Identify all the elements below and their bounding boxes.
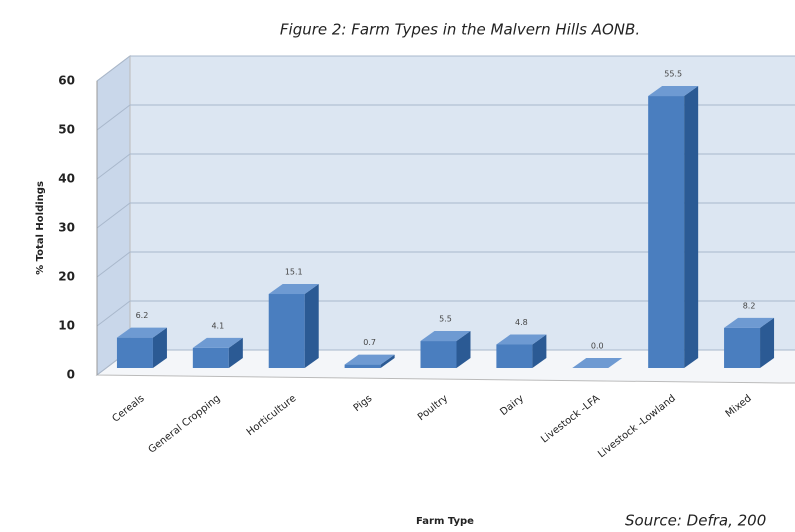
bar-side [532,334,547,368]
bar-front [192,347,229,368]
bar [648,86,699,369]
value-label: 55.5 [664,70,682,79]
bar-front [420,341,457,368]
x-tick-label: Poultry [416,393,450,423]
x-tick-label: Livestock -LFA [539,393,602,445]
grid-line [96,104,795,131]
bar-top [344,354,395,365]
x-tick-label: Mixed [724,393,754,420]
value-label: 4.8 [515,318,528,327]
bar-side [304,284,319,368]
x-tick-label: Pigs [352,393,375,414]
bar-top [572,358,623,368]
bar [420,331,471,368]
bar [724,317,775,368]
bar-front [116,337,153,368]
grid-line [96,251,795,278]
bar-top [268,284,319,295]
x-tick-label: General Cropping [147,393,223,456]
y-tick-label: 50 [58,123,75,137]
value-label: 0.0 [591,342,604,351]
y-tick-label: 20 [58,270,75,284]
bar-side [456,331,471,368]
value-label: 6.2 [136,311,149,320]
bar-top [192,337,243,348]
grid-line [96,153,795,180]
bar-top [496,334,547,345]
source-note: Source: Defra, 200 [625,512,766,530]
bar [496,334,547,368]
bar [268,284,319,368]
bar-front [496,344,533,368]
bar [344,354,395,368]
bar-front [344,364,381,368]
bar-side [380,354,395,368]
y-tick-label: 60 [58,74,75,88]
y-tick-label: 0 [67,368,75,382]
x-tick-label: Cereals [110,393,146,425]
bar [116,327,167,368]
bar-top [116,327,167,338]
bar-front [648,96,685,369]
bar-top [648,86,699,97]
grid-line [96,300,795,327]
bar-top [420,331,471,342]
value-label: 4.1 [211,321,224,330]
grid-line [96,202,795,229]
bar-side [760,317,775,368]
bar [572,358,623,368]
bar-front [724,327,761,368]
y-axis-label: % Total Holdings [35,181,46,275]
grid-line [96,55,795,82]
value-label: 0.7 [363,338,376,347]
value-label: 15.1 [285,268,303,277]
bar-side [684,86,699,369]
x-tick-label: Horticulture [245,393,299,438]
x-axis-label: Farm Type [416,516,474,527]
bar-front [268,294,305,368]
bar-side [152,327,167,368]
y-tick-label: 30 [58,221,75,235]
bar [192,337,243,368]
bar-side [228,337,243,368]
bar-top [724,317,775,328]
value-label: 5.5 [439,315,452,324]
chart-title: Figure 2: Farm Types in the Malvern Hill… [280,21,640,39]
x-tick-label: Livestock -Lowland [596,393,678,460]
x-tick-label: Dairy [498,393,526,418]
y-tick-label: 10 [58,319,75,333]
y-tick-label: 40 [58,172,75,186]
value-label: 8.2 [743,301,756,310]
